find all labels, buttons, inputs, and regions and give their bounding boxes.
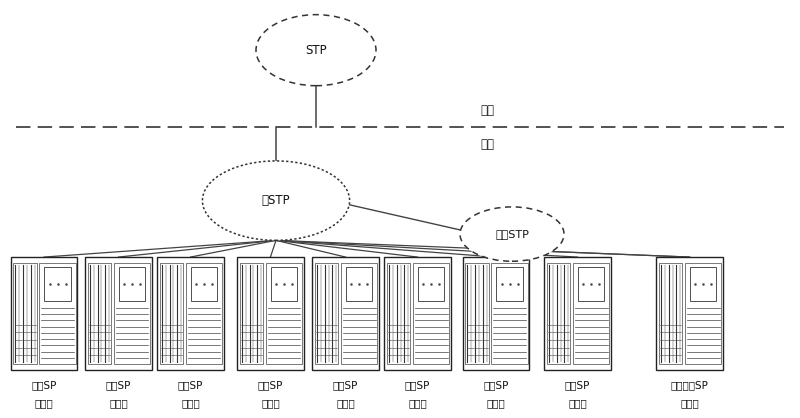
- Ellipse shape: [256, 15, 376, 86]
- Text: 商洛、铜SP: 商洛、铜SP: [670, 380, 709, 390]
- Bar: [385, 257, 451, 370]
- Bar: [491, 263, 528, 364]
- Bar: [119, 267, 145, 301]
- Bar: [573, 263, 610, 364]
- Bar: [238, 257, 304, 370]
- Text: 省内: 省内: [480, 138, 494, 151]
- Text: 本地网: 本地网: [336, 398, 355, 408]
- Bar: [85, 257, 152, 370]
- Text: 本地网: 本地网: [261, 398, 280, 408]
- Bar: [690, 267, 716, 301]
- Text: 本地网: 本地网: [486, 398, 506, 408]
- Bar: [315, 263, 338, 364]
- Bar: [14, 263, 37, 364]
- Text: 安康SP: 安康SP: [565, 380, 590, 390]
- Bar: [313, 257, 379, 370]
- Bar: [418, 267, 444, 301]
- Bar: [413, 263, 450, 364]
- Text: 省界: 省界: [480, 104, 494, 117]
- Bar: [547, 263, 570, 364]
- Text: 原STP: 原STP: [262, 194, 290, 207]
- Bar: [266, 263, 302, 364]
- Text: 本地网: 本地网: [568, 398, 587, 408]
- Bar: [544, 257, 611, 370]
- Bar: [191, 267, 217, 301]
- Text: 新增STP: 新增STP: [495, 229, 529, 239]
- Text: 渭南SP: 渭南SP: [258, 380, 283, 390]
- Text: 本地网: 本地网: [109, 398, 128, 408]
- Bar: [160, 263, 183, 364]
- Bar: [466, 263, 489, 364]
- Text: 本地网: 本地网: [34, 398, 54, 408]
- Text: 本地网: 本地网: [181, 398, 200, 408]
- Ellipse shape: [460, 207, 564, 261]
- Bar: [157, 257, 223, 370]
- Bar: [497, 267, 522, 301]
- Text: 和阳SP: 和阳SP: [106, 380, 131, 390]
- Bar: [186, 263, 222, 364]
- Text: 西安SP: 西安SP: [31, 380, 57, 390]
- Text: 本地网: 本地网: [408, 398, 427, 408]
- Bar: [341, 263, 378, 364]
- Bar: [88, 263, 111, 364]
- Bar: [578, 267, 604, 301]
- Bar: [39, 263, 76, 364]
- Bar: [685, 263, 722, 364]
- Text: 延安SP: 延安SP: [405, 380, 430, 390]
- Text: 汉中SP: 汉中SP: [483, 380, 509, 390]
- Bar: [271, 267, 297, 301]
- Bar: [656, 257, 723, 370]
- Bar: [240, 263, 263, 364]
- Bar: [114, 263, 150, 364]
- Text: 宝鸡SP: 宝鸡SP: [178, 380, 203, 390]
- Ellipse shape: [202, 161, 350, 240]
- Bar: [346, 267, 372, 301]
- Text: 本地网: 本地网: [680, 398, 699, 408]
- Text: 榆林SP: 榆林SP: [333, 380, 358, 390]
- Text: STP: STP: [305, 43, 327, 57]
- Bar: [10, 257, 77, 370]
- Bar: [659, 263, 682, 364]
- Bar: [387, 263, 410, 364]
- Bar: [45, 267, 70, 301]
- Bar: [462, 257, 530, 370]
